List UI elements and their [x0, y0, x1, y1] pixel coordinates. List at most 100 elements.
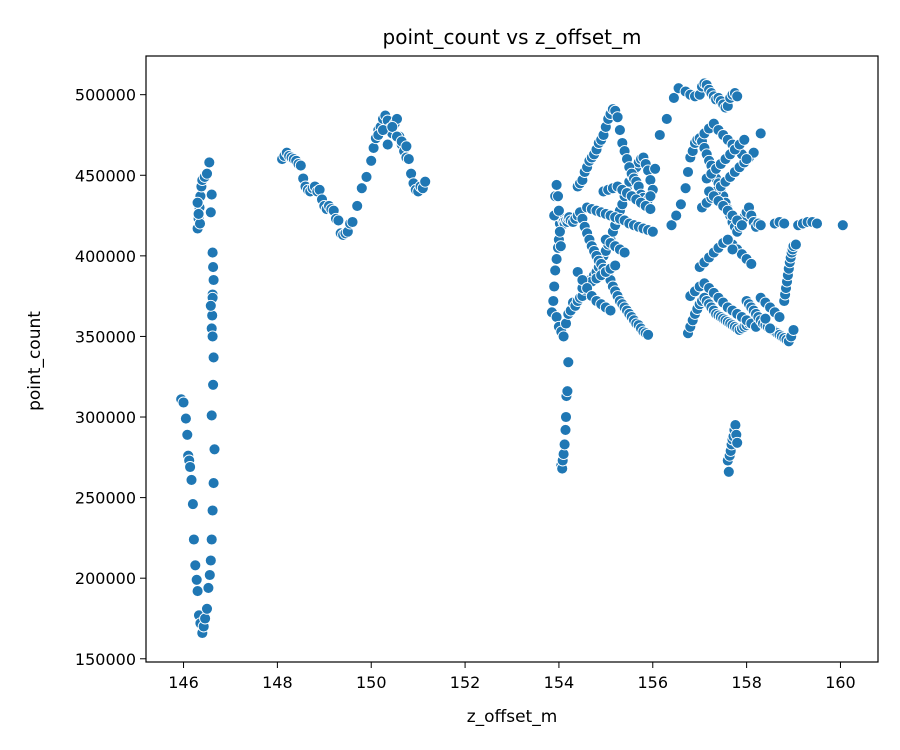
data-point: [562, 356, 575, 369]
data-point: [365, 154, 378, 167]
data-point: [609, 259, 622, 272]
data-point: [186, 498, 199, 511]
data-point: [644, 174, 657, 187]
data-point: [206, 246, 219, 259]
data-point: [738, 133, 751, 146]
data-point: [558, 438, 571, 451]
data-point: [201, 602, 213, 615]
data-point: [402, 153, 415, 166]
data-point: [346, 216, 359, 228]
y-tick-label: 200000: [75, 569, 136, 588]
data-point: [367, 141, 380, 154]
data-point: [201, 167, 213, 180]
data-point: [604, 304, 617, 317]
y-tick-label: 500000: [75, 86, 136, 105]
data-point: [674, 198, 687, 211]
data-point: [731, 436, 744, 449]
data-point: [205, 188, 218, 201]
data-point: [550, 311, 563, 324]
y-tick-label: 300000: [75, 408, 136, 427]
data-point: [194, 217, 206, 230]
data-point: [611, 111, 624, 124]
data-point: [191, 585, 204, 598]
data-point: [740, 153, 753, 166]
data-point: [332, 214, 345, 227]
data-point: [386, 120, 399, 133]
chart-title: point_count vs z_offset_m: [383, 25, 642, 49]
data-point: [191, 196, 204, 209]
data-point: [206, 309, 219, 322]
y-axis-title: point_count: [25, 311, 45, 411]
data-point: [618, 246, 631, 259]
data-point: [189, 559, 202, 572]
data-point: [787, 324, 800, 336]
data-point: [682, 166, 694, 178]
x-tick-label: 158: [731, 673, 762, 692]
data-point: [561, 385, 574, 398]
data-point: [789, 238, 802, 251]
data-point: [665, 219, 678, 232]
data-point: [653, 129, 666, 141]
data-point: [670, 209, 683, 222]
data-point: [735, 219, 748, 232]
data-point: [644, 203, 657, 216]
data-point: [205, 409, 218, 422]
data-point: [721, 233, 734, 246]
data-point: [778, 217, 791, 230]
data-point: [811, 217, 823, 230]
y-axis: 150000 200000 250000 300000 350000 400000 4500…: [75, 86, 146, 669]
data-point: [187, 533, 200, 546]
data-point: [550, 253, 563, 266]
data-point: [181, 428, 194, 441]
data-point: [547, 295, 560, 307]
data-point: [203, 569, 216, 581]
data-point: [199, 612, 212, 625]
data-point: [294, 159, 307, 172]
data-point: [190, 573, 203, 586]
y-tick-label: 150000: [75, 650, 136, 669]
data-point: [177, 396, 190, 409]
y-tick-label: 400000: [75, 247, 136, 266]
data-point: [559, 423, 572, 436]
x-tick-label: 154: [544, 673, 575, 692]
data-point: [560, 317, 572, 330]
x-axis: 146 148 150 152 154 156 158 160: [168, 662, 856, 692]
data-point: [726, 243, 739, 256]
data-point: [646, 225, 659, 238]
data-point: [203, 156, 216, 169]
data-point: [205, 533, 218, 546]
data-point: [754, 127, 767, 140]
data-point: [400, 140, 413, 153]
data-point: [207, 477, 220, 490]
data-point: [207, 351, 220, 364]
data-point: [642, 328, 655, 341]
data-point: [355, 182, 368, 195]
data-point: [419, 175, 432, 188]
data-point: [360, 170, 373, 183]
data-point: [731, 90, 744, 103]
x-tick-label: 160: [825, 673, 856, 692]
data-point: [773, 311, 786, 324]
data-point: [204, 206, 217, 219]
data-point: [552, 204, 565, 217]
data-point: [548, 280, 561, 293]
data-point: [206, 330, 219, 343]
data-point: [185, 473, 198, 486]
data-point: [208, 443, 221, 456]
data-point: [207, 261, 220, 274]
y-tick-label: 250000: [75, 489, 136, 508]
data-point: [206, 504, 219, 517]
data-point: [836, 219, 849, 232]
x-tick-label: 150: [356, 673, 387, 692]
data-point: [667, 91, 680, 104]
data-point: [745, 257, 758, 270]
data-point: [649, 162, 662, 175]
x-tick-label: 156: [637, 673, 668, 692]
data-point: [184, 461, 197, 473]
data-point: [557, 330, 570, 343]
data-point: [613, 124, 626, 137]
data-point: [560, 411, 572, 423]
data-point: [759, 312, 772, 325]
x-tick-label: 152: [450, 673, 481, 692]
x-tick-label: 146: [168, 673, 199, 692]
